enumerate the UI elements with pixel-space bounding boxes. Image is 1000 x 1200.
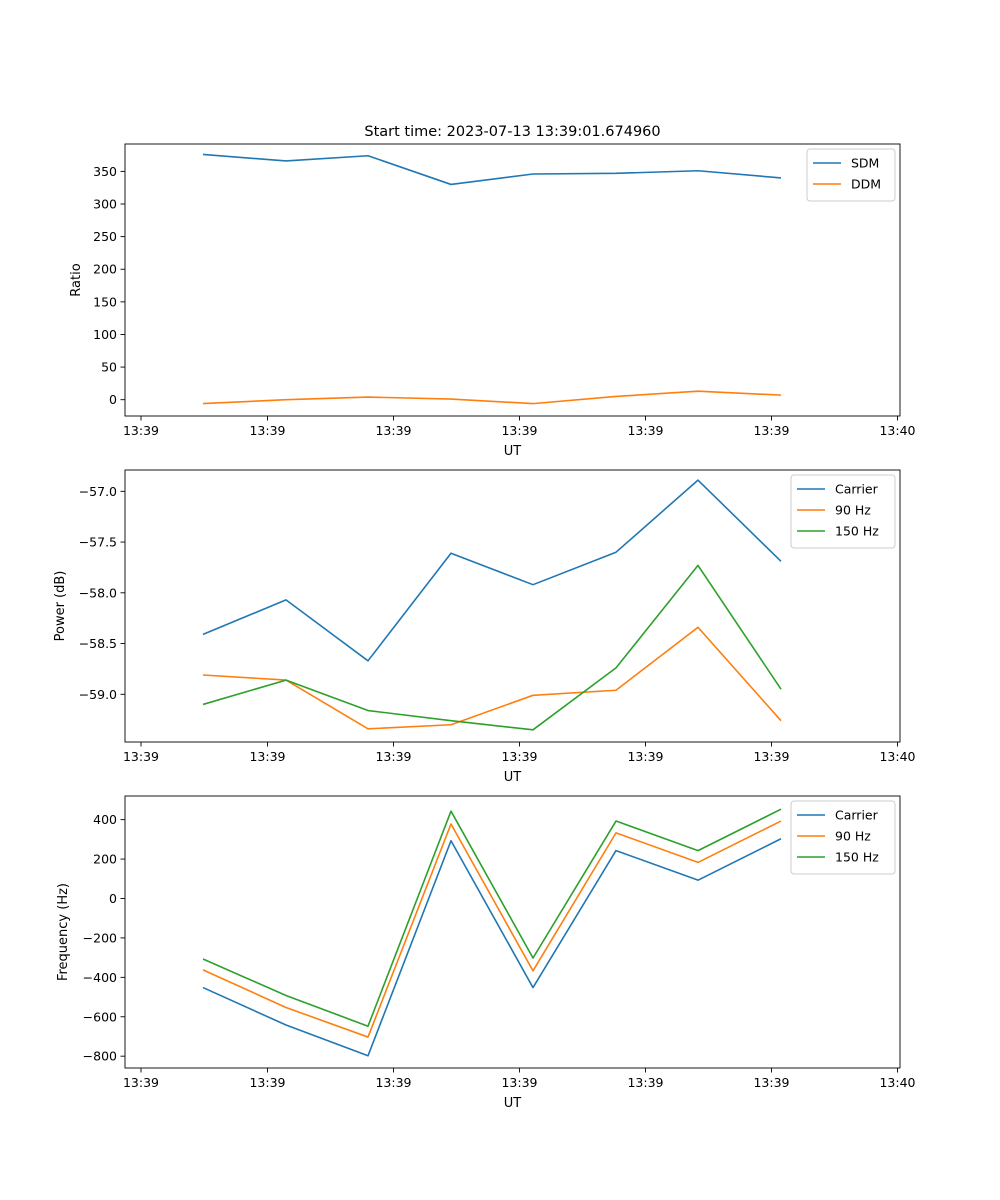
axes-frame — [124, 469, 901, 743]
figure-title: Start time: 2023-07-13 13:39:01.674960 — [364, 124, 660, 140]
y-tick-label: 200 — [93, 852, 117, 867]
y-tick-label: 100 — [93, 327, 117, 342]
legend-label: 90 Hz — [835, 503, 871, 518]
x-axis-label: UT — [504, 1096, 522, 1111]
legend-box — [806, 148, 896, 202]
panel-1: 13:39 13:39 13:39 13:39 13:39 13:39 13:40 0 50 10… — [69, 143, 916, 459]
y-axis-label: Ratio — [69, 263, 84, 296]
y-tick-label: −600 — [83, 1009, 117, 1024]
legend: Carrier 90 Hz 150 Hz — [790, 800, 896, 875]
series-line-carrier — [202, 479, 782, 662]
x-tick-label: 13:39 — [249, 1075, 285, 1090]
x-tick-label: 13:39 — [627, 423, 663, 438]
y-tick-label: 0 — [109, 891, 117, 906]
legend-label: DDM — [851, 177, 881, 192]
y-tick-label: 250 — [93, 229, 117, 244]
y-axis-label: Frequency (Hz) — [56, 883, 71, 981]
legend: Carrier 90 Hz 150 Hz — [790, 474, 896, 549]
legend-label: Carrier — [835, 482, 879, 497]
x-tick-label: 13:39 — [501, 749, 537, 764]
y-tick-label: −57.0 — [79, 484, 117, 499]
x-axis-label: UT — [504, 770, 522, 785]
series-line-ddm — [202, 390, 782, 405]
x-tick-label: 13:39 — [375, 749, 411, 764]
x-tick-label: 13:39 — [123, 1075, 159, 1090]
x-tick-label: 13:39 — [501, 423, 537, 438]
y-tick-label: −400 — [83, 970, 117, 985]
x-tick-label: 13:39 — [753, 1075, 789, 1090]
y-tick-label: 50 — [101, 360, 117, 375]
x-tick-label: 13:39 — [375, 1075, 411, 1090]
x-tick-label: 13:39 — [501, 1075, 537, 1090]
x-tick-label: 13:40 — [879, 423, 915, 438]
y-tick-label: 300 — [93, 197, 117, 212]
x-tick-label: 13:40 — [879, 1075, 915, 1090]
axes-frame — [124, 143, 901, 417]
legend-box — [790, 800, 896, 875]
y-tick-label: −58.0 — [79, 585, 117, 600]
y-tick-label: 400 — [93, 812, 117, 827]
series-line-90-hz — [202, 626, 782, 730]
panel-2: 13:39 13:39 13:39 13:39 13:39 13:39 13:40 −57.0… — [53, 469, 916, 785]
legend-label: Carrier — [835, 808, 879, 823]
x-tick-label: 13:39 — [627, 749, 663, 764]
x-tick-label: 13:39 — [249, 749, 285, 764]
x-tick-label: 13:39 — [753, 423, 789, 438]
panel-3: 13:39 13:39 13:39 13:39 13:39 13:39 13:40 400 20… — [56, 795, 916, 1111]
series-line-sdm — [202, 153, 782, 186]
x-axis-label: UT — [504, 444, 522, 459]
y-tick-label: −800 — [83, 1049, 117, 1064]
legend-label: SDM — [851, 156, 879, 171]
y-tick-label: 200 — [93, 262, 117, 277]
legend-label: 150 Hz — [835, 850, 879, 865]
y-axis-label: Power (dB) — [53, 571, 68, 642]
series-line-carrier — [202, 838, 782, 1057]
x-tick-label: 13:40 — [879, 749, 915, 764]
legend-label: 150 Hz — [835, 524, 879, 539]
x-tick-label: 13:39 — [753, 749, 789, 764]
y-tick-label: −200 — [83, 930, 117, 945]
x-tick-label: 13:39 — [123, 423, 159, 438]
series-line-150-hz — [202, 564, 782, 731]
series-line-90-hz — [202, 820, 782, 1038]
legend-label: 90 Hz — [835, 829, 871, 844]
x-tick-label: 13:39 — [627, 1075, 663, 1090]
series-line-150-hz — [202, 808, 782, 1028]
y-tick-label: −57.5 — [79, 535, 117, 550]
y-tick-label: 0 — [109, 392, 117, 407]
y-tick-label: −58.5 — [79, 636, 117, 651]
x-tick-label: 13:39 — [123, 749, 159, 764]
x-tick-label: 13:39 — [375, 423, 411, 438]
y-tick-label: −59.0 — [79, 687, 117, 702]
legend: SDM DDM — [806, 148, 896, 202]
y-tick-label: 350 — [93, 164, 117, 179]
legend-box — [790, 474, 896, 549]
x-tick-label: 13:39 — [249, 423, 285, 438]
axes-frame — [124, 795, 901, 1069]
y-tick-label: 150 — [93, 294, 117, 309]
